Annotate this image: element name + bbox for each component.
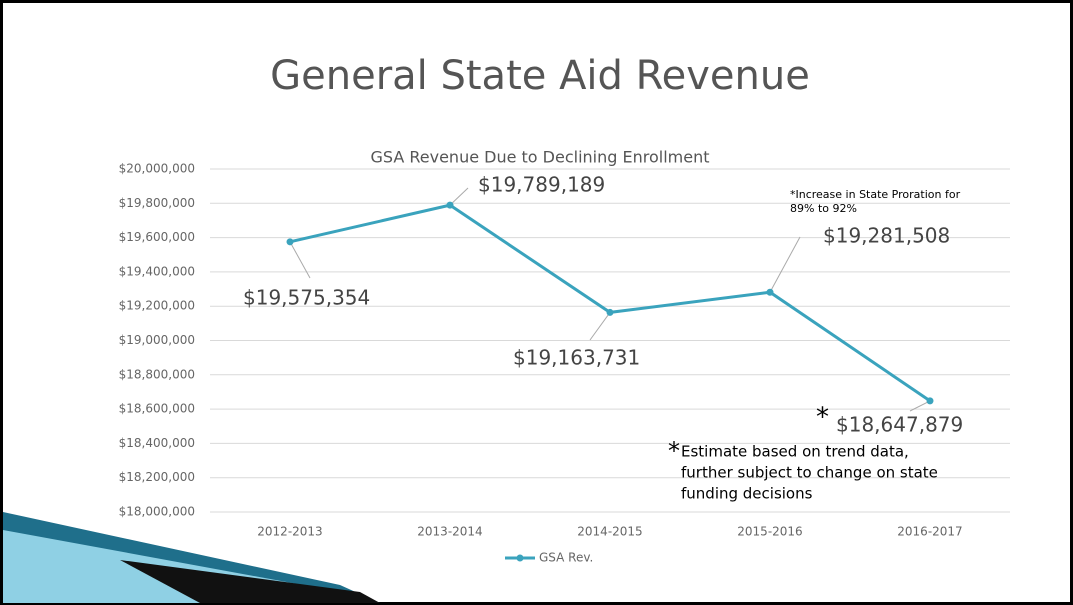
data-point <box>926 397 934 405</box>
y-tick-label: $19,400,000 <box>119 264 195 278</box>
x-tick-label: 2014-2015 <box>577 525 642 539</box>
y-tick-label: $18,000,000 <box>119 505 195 519</box>
y-tick-label: $18,200,000 <box>119 470 195 484</box>
y-tick-label: $20,000,000 <box>119 162 195 176</box>
leader-line <box>449 187 469 206</box>
data-label: $18,647,879 <box>836 413 963 437</box>
data-point <box>446 201 454 209</box>
annotation: *Increase in State Proration for <box>790 188 961 201</box>
legend-label: GSA Rev. <box>539 551 593 565</box>
legend-marker <box>516 554 524 562</box>
annotation: * <box>668 437 680 465</box>
annotation: further subject to change on state <box>681 464 938 482</box>
data-point <box>606 308 614 316</box>
decor-wedge-dark <box>120 560 380 603</box>
chart-title: GSA Revenue Due to Declining Enrollment <box>370 148 709 167</box>
y-tick-label: $18,600,000 <box>119 402 195 416</box>
x-tick-label: 2012-2013 <box>257 525 322 539</box>
data-label: $19,281,508 <box>823 224 950 248</box>
y-tick-label: $19,800,000 <box>119 196 195 210</box>
annotation: funding decisions <box>681 485 813 503</box>
leader-line <box>589 312 611 341</box>
y-tick-label: $19,000,000 <box>119 333 195 347</box>
y-tick-label: $18,400,000 <box>119 436 195 450</box>
data-label: $19,575,354 <box>243 286 370 310</box>
leader-line <box>289 241 311 279</box>
data-point <box>286 238 294 246</box>
y-tick-label: $19,200,000 <box>119 299 195 313</box>
annotation: * <box>816 403 829 433</box>
x-tick-label: 2015-2016 <box>737 525 802 539</box>
y-tick-label: $19,600,000 <box>119 230 195 244</box>
data-label: $19,789,189 <box>478 173 605 197</box>
data-label: $19,163,731 <box>513 346 640 370</box>
y-tick-label: $18,800,000 <box>119 367 195 381</box>
annotation: 89% to 92% <box>790 202 857 215</box>
x-tick-label: 2013-2014 <box>417 525 482 539</box>
x-tick-label: 2016-2017 <box>897 525 962 539</box>
slide-title: General State Aid Revenue <box>270 53 810 99</box>
annotation: Estimate based on trend data, <box>681 443 909 461</box>
leader-line <box>909 400 931 412</box>
leader-line <box>769 236 801 293</box>
data-point <box>766 288 774 296</box>
